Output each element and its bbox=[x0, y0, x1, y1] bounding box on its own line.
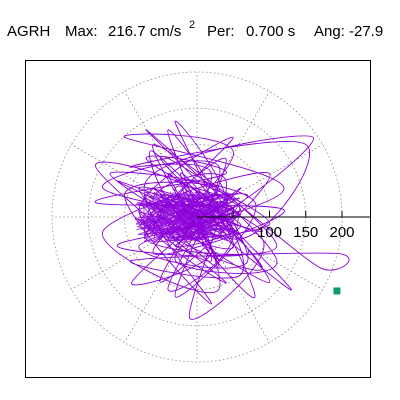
motion-trace bbox=[95, 120, 350, 320]
particle-motion-svg: 100 150 200 bbox=[51, 71, 370, 363]
max-value: 216.7 cm/s bbox=[108, 23, 182, 40]
max-exponent: 2 bbox=[189, 19, 196, 31]
plot-frame: 100 150 200 bbox=[25, 60, 371, 378]
angle-value: -27.9 bbox=[349, 23, 384, 40]
grid-spoke-30 bbox=[228, 144, 323, 200]
period-label: Per: bbox=[207, 23, 235, 40]
end-point-marker bbox=[333, 287, 341, 295]
plot-header: AGRH Max: 216.7 cm/s 2 Per: 0.700 s Ang:… bbox=[0, 19, 400, 42]
max-label: Max: bbox=[65, 23, 98, 40]
marker-layer bbox=[333, 287, 341, 295]
motion-trace-layer bbox=[95, 120, 350, 320]
axis-layer: 100 150 200 bbox=[197, 211, 370, 241]
x-axis-tick-label: 150 bbox=[293, 224, 318, 241]
period-value: 0.700 s bbox=[246, 23, 296, 40]
station-name: AGRH bbox=[7, 23, 51, 40]
grid-spoke-60 bbox=[214, 91, 270, 186]
motion-trace-core bbox=[135, 191, 242, 243]
x-axis-tick-label: 200 bbox=[329, 224, 354, 241]
angle-label: Ang: bbox=[314, 23, 345, 40]
x-axis-tick-label: 100 bbox=[257, 224, 282, 241]
